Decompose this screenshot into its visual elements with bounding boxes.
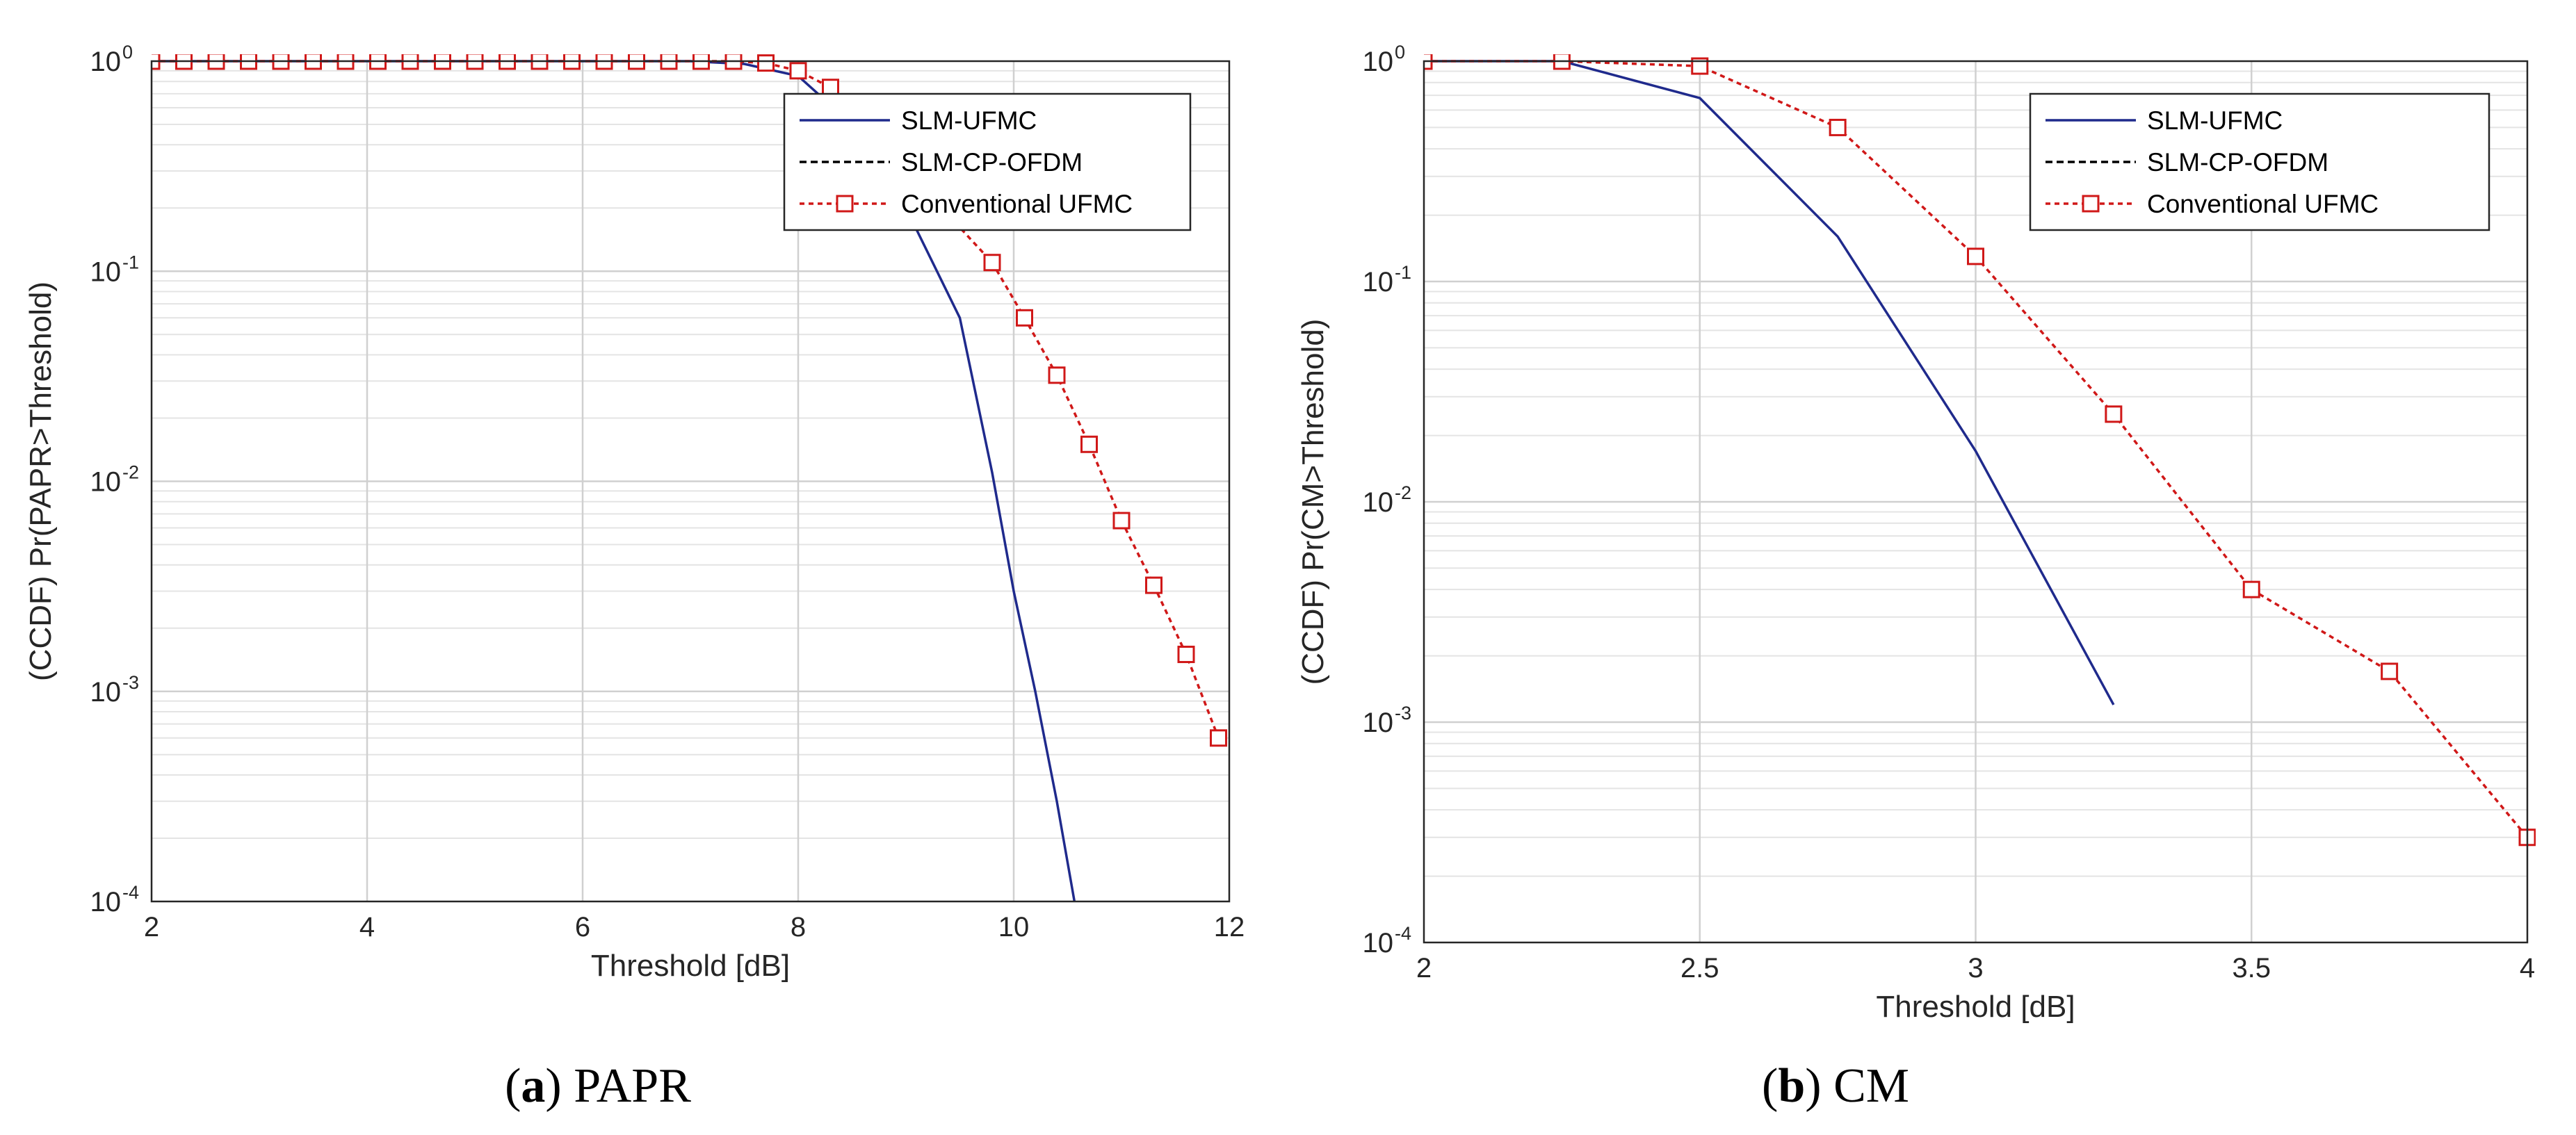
x-tick-label: 2 xyxy=(1416,953,1432,983)
y-tick-label: 10 xyxy=(90,467,122,498)
marker-conventional-ufmc xyxy=(757,54,775,72)
y-tick-exponent: -2 xyxy=(1395,482,1411,503)
y-tick-label: 10 xyxy=(1363,47,1394,77)
marker-conventional-ufmc xyxy=(1967,247,1984,266)
marker-conventional-ufmc xyxy=(1048,366,1066,384)
y-tick-exponent: -1 xyxy=(122,252,139,272)
marker-conventional-ufmc xyxy=(789,62,807,80)
marker-conventional-ufmc xyxy=(2105,405,2123,423)
x-tick-label: 2.5 xyxy=(1680,953,1719,983)
caption-open: ( xyxy=(1762,1059,1778,1113)
y-tick-label: 10 xyxy=(90,47,122,77)
marker-conventional-ufmc xyxy=(1177,646,1195,664)
legend-label-slm-ufmc: SLM-UFMC xyxy=(2147,106,2283,135)
marker-conventional-ufmc xyxy=(1080,435,1098,453)
y-tick-exponent: 0 xyxy=(122,42,133,63)
caption-close: ) xyxy=(545,1059,561,1113)
legend: SLM-UFMC SLM-CP-OFDM Conventional UFMC xyxy=(783,92,1192,231)
y-tick-label: 10 xyxy=(90,677,122,708)
x-axis-label: Threshold [dB] xyxy=(1876,990,2075,1024)
x-tick-label: 6 xyxy=(575,912,590,942)
caption-close: ) xyxy=(1805,1059,1821,1113)
y-tick-exponent: -2 xyxy=(122,462,139,483)
legend-marker-conventional-ufmc xyxy=(2082,195,2100,213)
x-tick-label: 4 xyxy=(359,912,375,942)
legend-label-slm-ufmc: SLM-UFMC xyxy=(901,106,1037,135)
marker-conventional-ufmc xyxy=(1210,729,1227,747)
marker-conventional-ufmc xyxy=(1145,576,1163,594)
y-tick-exponent: -3 xyxy=(122,672,139,693)
y-axis-label: (CCDF) Pr(CM>Threshold) xyxy=(1296,319,1330,685)
marker-conventional-ufmc xyxy=(1112,512,1131,530)
panel-caption: (a) PAPR xyxy=(505,1059,691,1113)
caption-letter: a xyxy=(521,1059,545,1113)
marker-conventional-ufmc xyxy=(1691,57,1709,75)
y-tick-exponent: 0 xyxy=(1395,42,1405,63)
grid xyxy=(152,61,1229,901)
legend-label-conventional-ufmc: Conventional UFMC xyxy=(901,190,1133,218)
y-tick-exponent: -4 xyxy=(1395,923,1411,944)
y-tick-label: 10 xyxy=(1363,487,1394,518)
caption-text: PAPR xyxy=(574,1059,691,1113)
legend-label-conventional-ufmc: Conventional UFMC xyxy=(2147,190,2379,218)
caption-text: CM xyxy=(1833,1059,1909,1113)
y-axis-label: (CCDF) Pr(PAPR>Threshold) xyxy=(24,281,58,681)
x-tick-label: 3.5 xyxy=(2232,953,2271,983)
y-tick-label: 10 xyxy=(90,256,122,287)
y-tick-exponent: -4 xyxy=(122,882,139,903)
x-axis-label: Threshold [dB] xyxy=(591,949,790,983)
legend-marker-conventional-ufmc xyxy=(836,195,854,213)
legend: SLM-UFMC SLM-CP-OFDM Conventional UFMC xyxy=(2029,92,2490,231)
x-tick-label: 3 xyxy=(1968,953,1983,983)
legend-label-slm-cp-ofdm: SLM-CP-OFDM xyxy=(901,148,1083,177)
x-tick-label: 2 xyxy=(144,912,159,942)
y-tick-label: 10 xyxy=(1363,928,1394,958)
x-tick-label: 12 xyxy=(1214,912,1245,942)
caption-letter: b xyxy=(1778,1059,1805,1113)
x-tick-label: 8 xyxy=(791,912,806,942)
caption-space xyxy=(562,1059,574,1113)
grid xyxy=(1424,61,2527,942)
y-tick-label: 10 xyxy=(1363,267,1394,297)
axes-box xyxy=(1423,60,2529,944)
marker-conventional-ufmc xyxy=(2381,662,2399,680)
marker-conventional-ufmc xyxy=(1829,118,1847,136)
axes-box xyxy=(150,60,1231,903)
marker-conventional-ufmc xyxy=(2242,580,2260,598)
marker-conventional-ufmc xyxy=(1016,309,1033,327)
x-tick-label: 10 xyxy=(998,912,1030,942)
legend-label-slm-cp-ofdm: SLM-CP-OFDM xyxy=(2147,148,2328,177)
y-tick-label: 10 xyxy=(90,887,122,917)
caption-open: ( xyxy=(505,1059,521,1113)
panel-caption: (b) CM xyxy=(1762,1059,1909,1113)
marker-conventional-ufmc xyxy=(822,79,839,97)
marker-conventional-ufmc xyxy=(983,254,1001,272)
y-tick-exponent: -1 xyxy=(1395,262,1411,283)
x-tick-label: 4 xyxy=(2520,953,2535,983)
caption-space xyxy=(1822,1059,1834,1113)
series-line-slm-ufmc xyxy=(152,60,1121,901)
y-tick-exponent: -3 xyxy=(1395,703,1411,724)
y-tick-label: 10 xyxy=(1363,708,1394,738)
